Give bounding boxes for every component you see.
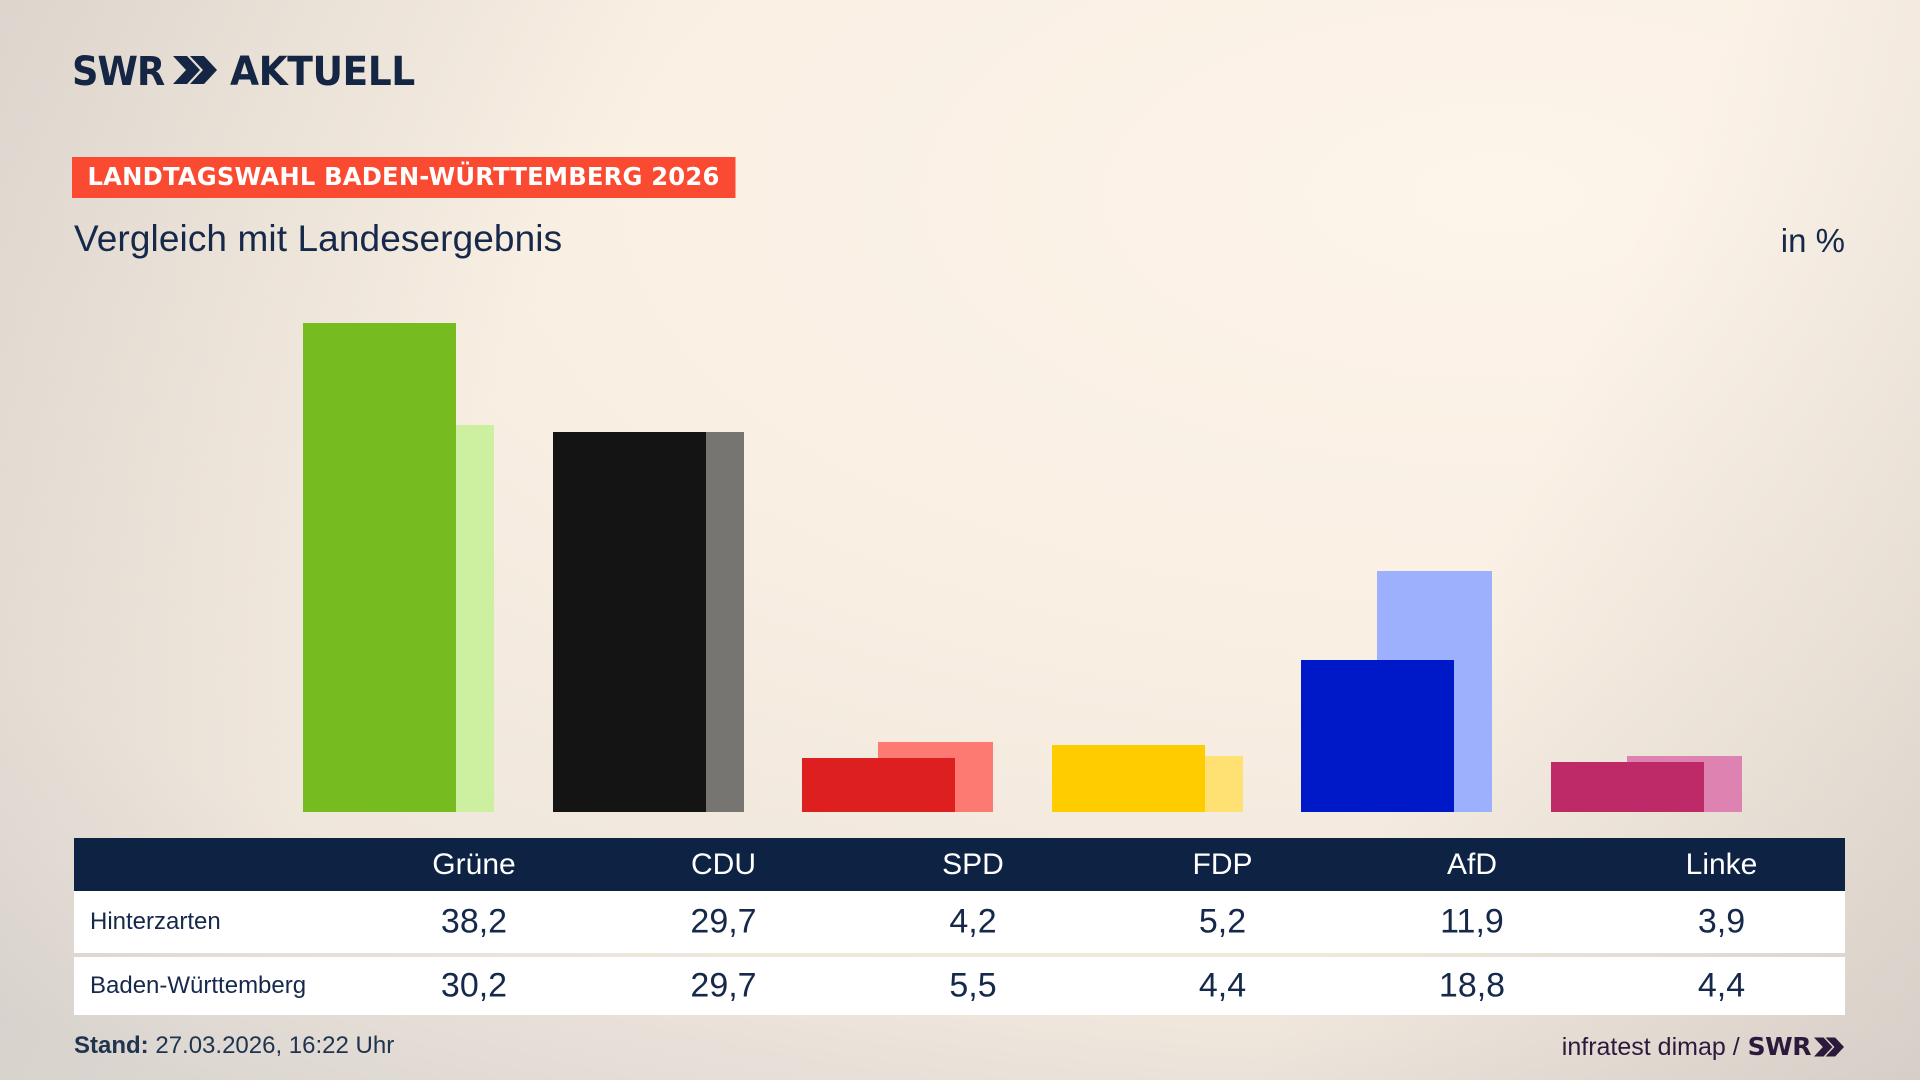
table-cell-value: 4,4 (1198, 966, 1247, 1005)
stand-label: Stand: (74, 1032, 149, 1059)
bar-group-fdp (1051, 300, 1281, 812)
bar-local-spd (802, 758, 955, 812)
double-chevron-right-icon (173, 54, 218, 91)
table-row-label: Hinterzarten (90, 908, 221, 935)
table-column-header: AfD (1446, 847, 1498, 881)
bar-local-linke (1550, 762, 1704, 812)
table-cell-value: 4,4 (1697, 966, 1746, 1005)
bar-local-grüne (303, 323, 456, 812)
table-cell-value: 5,5 (949, 966, 997, 1005)
unit-label: in % (1780, 222, 1845, 259)
bar-group-afd (1301, 300, 1530, 812)
table-cell-value: 38,2 (440, 902, 508, 941)
logo-aktuell-text: AKTUELL (230, 49, 415, 95)
table-cell-value: 4,2 (949, 902, 997, 941)
election-kicker-banner: LANDTAGSWAHL BADEN-WÜRTTEMBERG 2026 (72, 157, 736, 198)
table-cell-value: 11,9 (1440, 902, 1504, 941)
bar-group-cdu (552, 300, 782, 812)
table-cell-value: 29,7 (690, 902, 757, 941)
bar-group-linke (1550, 300, 1780, 812)
bar-group-spd (802, 300, 1031, 812)
table-cell-value: 29,7 (690, 966, 757, 1005)
table-header-row: Grüne CDU SPD FDP AfD Linke (74, 838, 1845, 891)
table-column-header: FDP (1192, 847, 1253, 881)
double-chevron-right-icon (1814, 1036, 1844, 1057)
table-cell-value: 30,2 (440, 966, 508, 1005)
source-text: infratest dimap / (1561, 1033, 1740, 1061)
table-row-label: Baden-Württemberg (90, 972, 307, 999)
table-column-header: Linke (1685, 847, 1758, 881)
source-credit: infratest dimap / SWR (1562, 1032, 1844, 1062)
bar-chart (74, 300, 1845, 812)
source-swr-text: SWR (1747, 1032, 1812, 1061)
bar-local-cdu (552, 431, 706, 812)
table-cell-value: 3,9 (1697, 902, 1746, 941)
bar-local-fdp (1051, 745, 1205, 812)
table-column-header: SPD (942, 847, 1004, 881)
table-cell-value: 5,2 (1198, 902, 1247, 941)
bar-local-afd (1301, 659, 1454, 812)
stand-value: 27.03.2026, 16:22 Uhr (155, 1032, 395, 1059)
logo-swr-text: SWR (72, 49, 165, 95)
table-cell-value: 18,8 (1438, 966, 1506, 1005)
results-table: Grüne CDU SPD FDP AfD Linke Hinterzarten 38,2 2… (74, 838, 1845, 1015)
table-column-header: CDU (691, 847, 756, 881)
timestamp: Stand: 27.03.2026, 16:22 Uhr (74, 1032, 394, 1060)
source-swr-logo: SWR (1748, 1032, 1844, 1061)
chart-subtitle: Vergleich mit Landesergebnis (74, 218, 563, 259)
table-row: Baden-Württemberg 30,2 29,7 5,5 4,4 18,8 4,4 (74, 957, 1845, 1015)
bar-group-grüne (303, 300, 532, 812)
table-row: Hinterzarten 38,2 29,7 4,2 5,2 11,9 3,9 (74, 891, 1845, 953)
table-column-header: Grüne (432, 847, 516, 881)
swr-aktuell-logo: SWR AKTUELL (72, 50, 427, 94)
